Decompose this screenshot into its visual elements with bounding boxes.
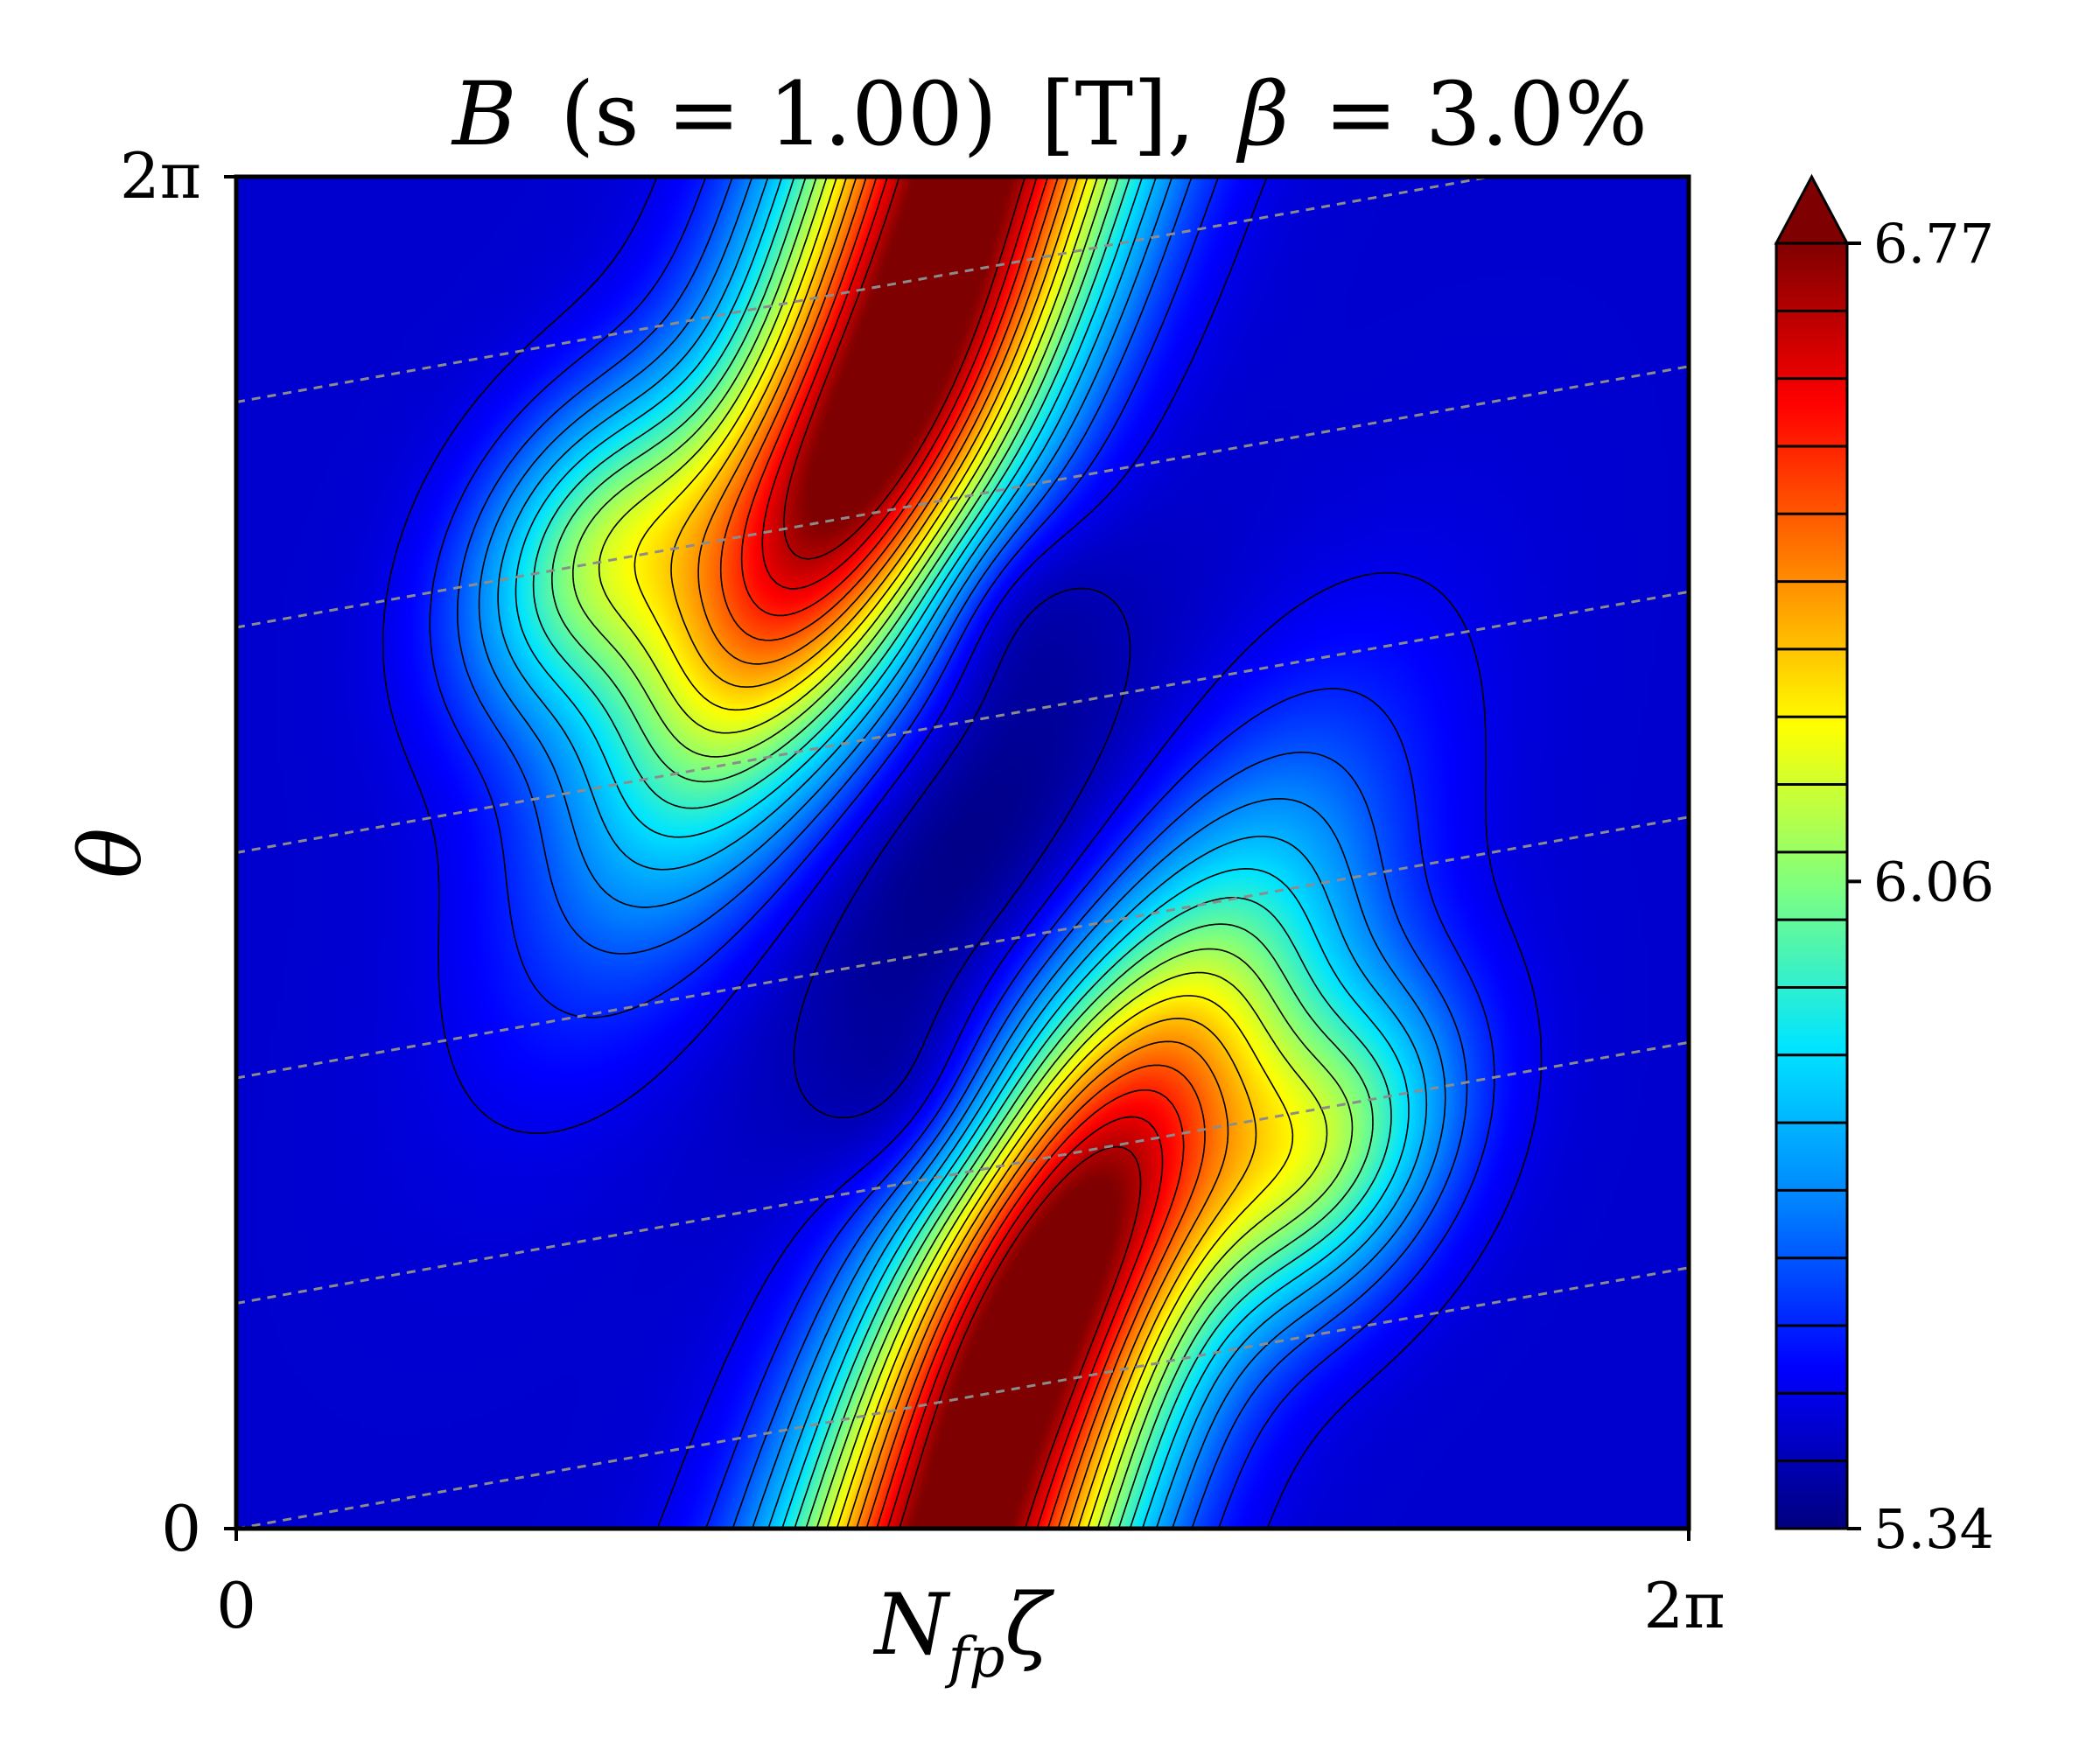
contour-level-9 [551,177,1374,1529]
contour-level-13 [670,177,1257,1529]
contour-level-17 [761,177,1164,1529]
contour-lines [382,177,1543,1529]
colorbar-frame [1774,242,1849,1530]
field-line-5 [236,365,1689,629]
y-tick-label-max: 2π [120,139,201,213]
x-axis-label: Nfpζ [873,1576,1055,1690]
field-line-1 [236,1266,1689,1529]
field-lines [236,177,1689,1529]
colorbar-ticks: 5.34 6.06 6.77 [1847,212,1994,1561]
colorbar-fill [1776,243,1847,1529]
x-tick-label-max: 2π [1643,1569,1725,1642]
colorbar-tick-label-2: 6.77 [1873,212,1994,276]
field-line-3 [236,816,1689,1080]
contour-level-12 [634,177,1294,1529]
field-line-2 [236,1040,1689,1305]
x-axis: 0 2π Nfpζ [216,1529,1726,1690]
colorbar-tick-label-0: 5.34 [1873,1497,1994,1561]
contour-level-1 [793,587,1131,1119]
x-tick-label-min: 0 [216,1569,256,1642]
colorbar-extend-arrow [1774,173,1850,245]
colorbar: 5.34 6.06 6.77 [1774,173,1994,1561]
contour-level-6 [497,177,1428,1529]
field-line-4 [236,590,1689,854]
y-axis-label: θ [62,828,160,878]
contour-level-16 [740,177,1185,1529]
contour-level-10 [572,177,1354,1529]
contour-level-14 [697,177,1229,1529]
heatmap-image [236,177,1689,1529]
heatmap-plot-area [234,174,1691,1531]
contour-level-18 [783,177,1142,1529]
contour-level-11 [598,177,1328,1529]
contour-level-7 [514,177,1410,1529]
y-tick-label-min: 0 [161,1492,201,1565]
y-axis: 2π 0 θ [62,139,236,1565]
colorbar-tick-label-1: 6.06 [1873,850,1994,914]
contour-level-2 [382,177,1543,1529]
field-line-6 [236,177,1498,403]
chart-title: B (s = 1.00) [T], β = 3.0% [451,63,1648,165]
contour-level-3 [429,177,1495,1529]
colorbar-level-lines [1776,309,1847,1463]
contour-level-4 [457,177,1468,1529]
plot-frame [234,174,1691,1531]
